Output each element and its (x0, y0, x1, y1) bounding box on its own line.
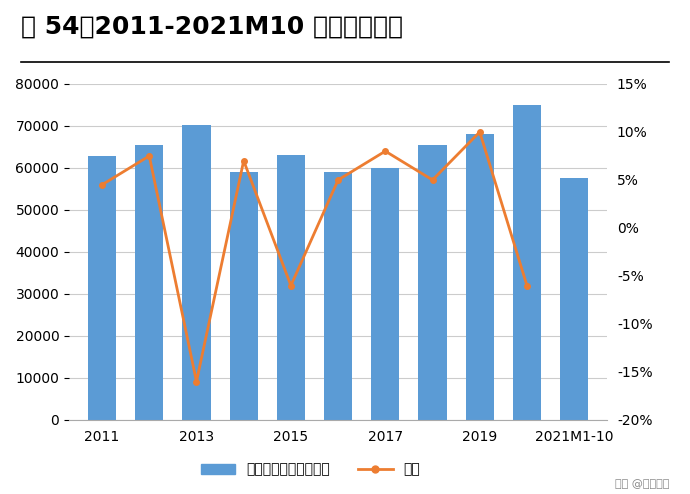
Bar (230, 172, 258, 420)
Legend: 中国生铁产量（万吨）, 同比: 中国生铁产量（万吨）, 同比 (195, 457, 426, 482)
Text: 头条 @未来智库: 头条 @未来智库 (615, 479, 669, 489)
Bar (560, 178, 589, 420)
Bar (418, 145, 446, 420)
Bar (277, 155, 305, 420)
Bar (466, 134, 494, 420)
Bar (513, 105, 541, 420)
Bar (135, 145, 164, 420)
Bar (182, 124, 210, 420)
Bar (88, 156, 116, 420)
Bar (324, 172, 353, 420)
Bar (371, 168, 400, 420)
Text: 图 54：2011-2021M10 中国生铁产量: 图 54：2011-2021M10 中国生铁产量 (21, 15, 403, 39)
